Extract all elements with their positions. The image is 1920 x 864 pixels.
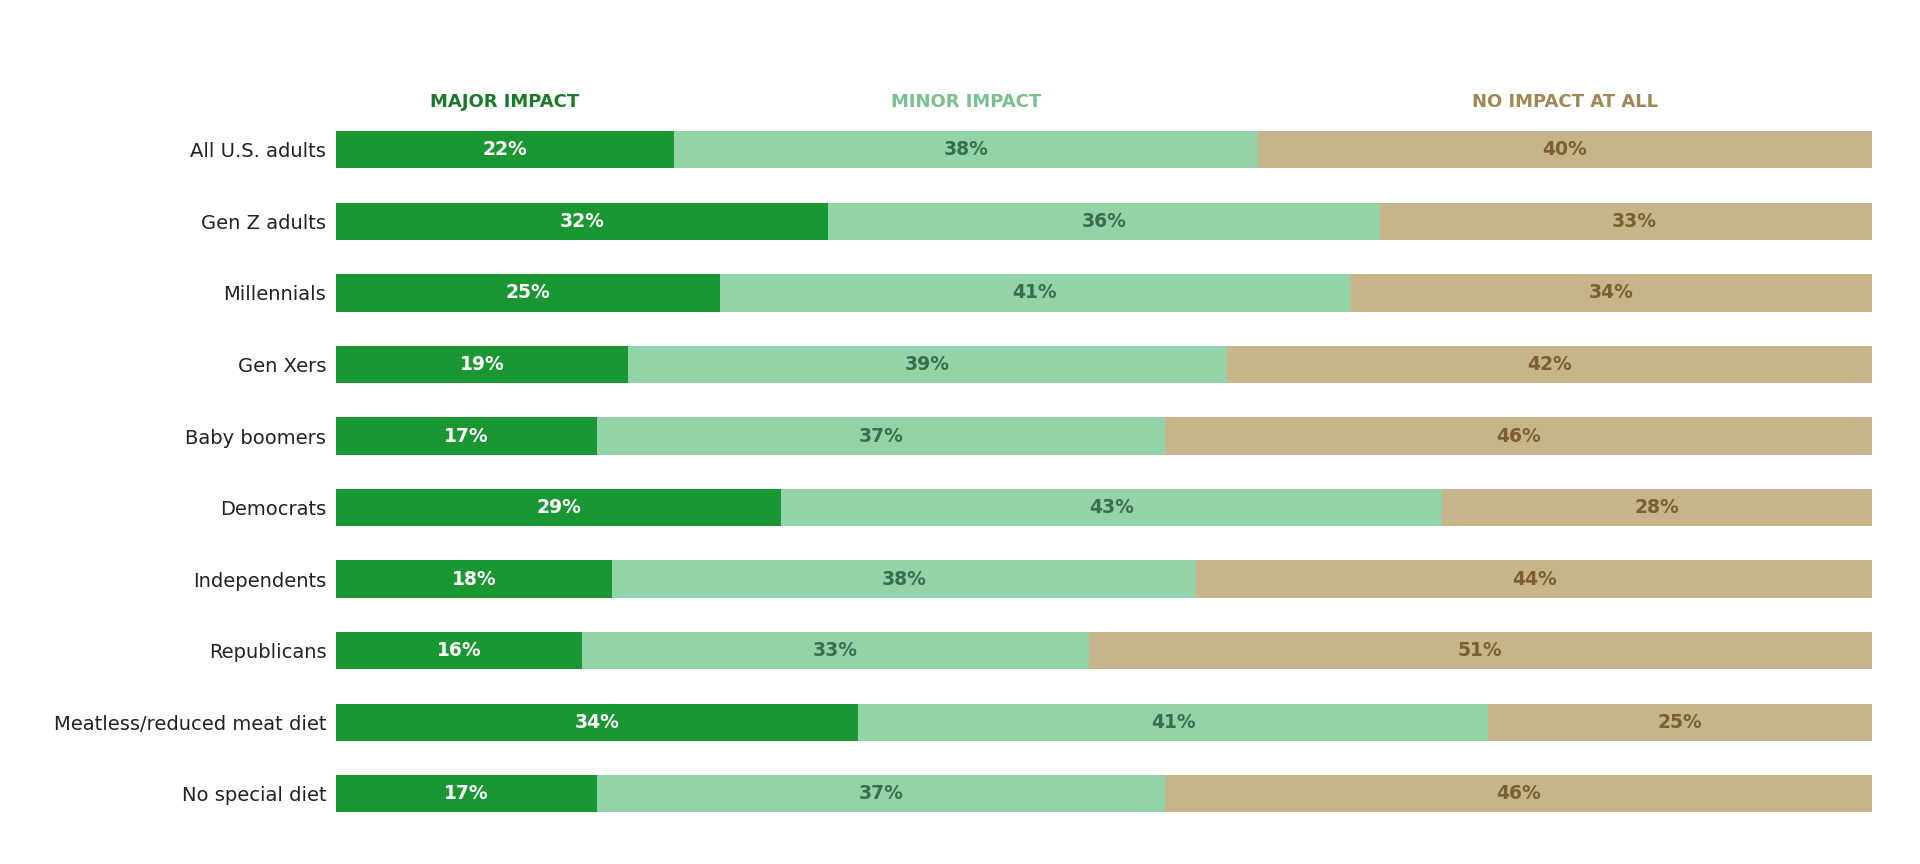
- Bar: [674, 131, 1258, 168]
- Text: NO IMPACT AT ALL: NO IMPACT AT ALL: [1473, 93, 1657, 111]
- Text: 18%: 18%: [451, 569, 497, 588]
- Text: 28%: 28%: [1634, 498, 1680, 517]
- Text: MINOR IMPACT: MINOR IMPACT: [891, 93, 1041, 111]
- Text: 36%: 36%: [1081, 212, 1127, 231]
- Bar: [582, 632, 1089, 670]
- Bar: [336, 131, 674, 168]
- Text: 40%: 40%: [1542, 140, 1588, 159]
- Bar: [1258, 131, 1872, 168]
- Text: 38%: 38%: [881, 569, 927, 588]
- Text: 51%: 51%: [1457, 641, 1503, 660]
- Text: 25%: 25%: [505, 283, 551, 302]
- Text: 34%: 34%: [574, 713, 620, 732]
- Bar: [336, 703, 858, 740]
- Bar: [336, 489, 781, 526]
- Bar: [336, 417, 597, 454]
- Text: 33%: 33%: [1611, 212, 1657, 231]
- Text: 17%: 17%: [444, 427, 490, 446]
- Text: 41%: 41%: [1150, 713, 1196, 732]
- Bar: [781, 489, 1442, 526]
- Text: 32%: 32%: [559, 212, 605, 231]
- Text: 44%: 44%: [1511, 569, 1557, 588]
- Bar: [1165, 417, 1872, 454]
- Bar: [720, 275, 1350, 312]
- Bar: [1380, 203, 1887, 240]
- Text: 17%: 17%: [444, 785, 490, 804]
- Bar: [336, 275, 720, 312]
- Bar: [597, 417, 1165, 454]
- Text: 25%: 25%: [1657, 713, 1703, 732]
- Text: MAJOR IMPACT: MAJOR IMPACT: [430, 93, 580, 111]
- Text: 34%: 34%: [1588, 283, 1634, 302]
- Bar: [1089, 632, 1872, 670]
- Text: 33%: 33%: [812, 641, 858, 660]
- Bar: [336, 203, 828, 240]
- Text: 46%: 46%: [1496, 427, 1542, 446]
- Text: 37%: 37%: [858, 427, 904, 446]
- Bar: [1227, 346, 1872, 383]
- Text: 29%: 29%: [536, 498, 582, 517]
- Bar: [1165, 775, 1872, 812]
- Bar: [628, 346, 1227, 383]
- Bar: [336, 561, 612, 598]
- Bar: [858, 703, 1488, 740]
- Text: 41%: 41%: [1012, 283, 1058, 302]
- Text: 43%: 43%: [1089, 498, 1135, 517]
- Bar: [1350, 275, 1872, 312]
- Bar: [612, 561, 1196, 598]
- Bar: [336, 775, 597, 812]
- Text: 19%: 19%: [459, 355, 505, 374]
- Bar: [336, 632, 582, 670]
- Bar: [1196, 561, 1872, 598]
- Bar: [1442, 489, 1872, 526]
- Bar: [1488, 703, 1872, 740]
- Text: 39%: 39%: [904, 355, 950, 374]
- Bar: [597, 775, 1165, 812]
- Text: 42%: 42%: [1526, 355, 1572, 374]
- Bar: [336, 346, 628, 383]
- Text: 37%: 37%: [858, 785, 904, 804]
- Text: 46%: 46%: [1496, 785, 1542, 804]
- Bar: [828, 203, 1380, 240]
- Text: 22%: 22%: [482, 140, 528, 159]
- Text: 16%: 16%: [436, 641, 482, 660]
- Text: 38%: 38%: [943, 140, 989, 159]
